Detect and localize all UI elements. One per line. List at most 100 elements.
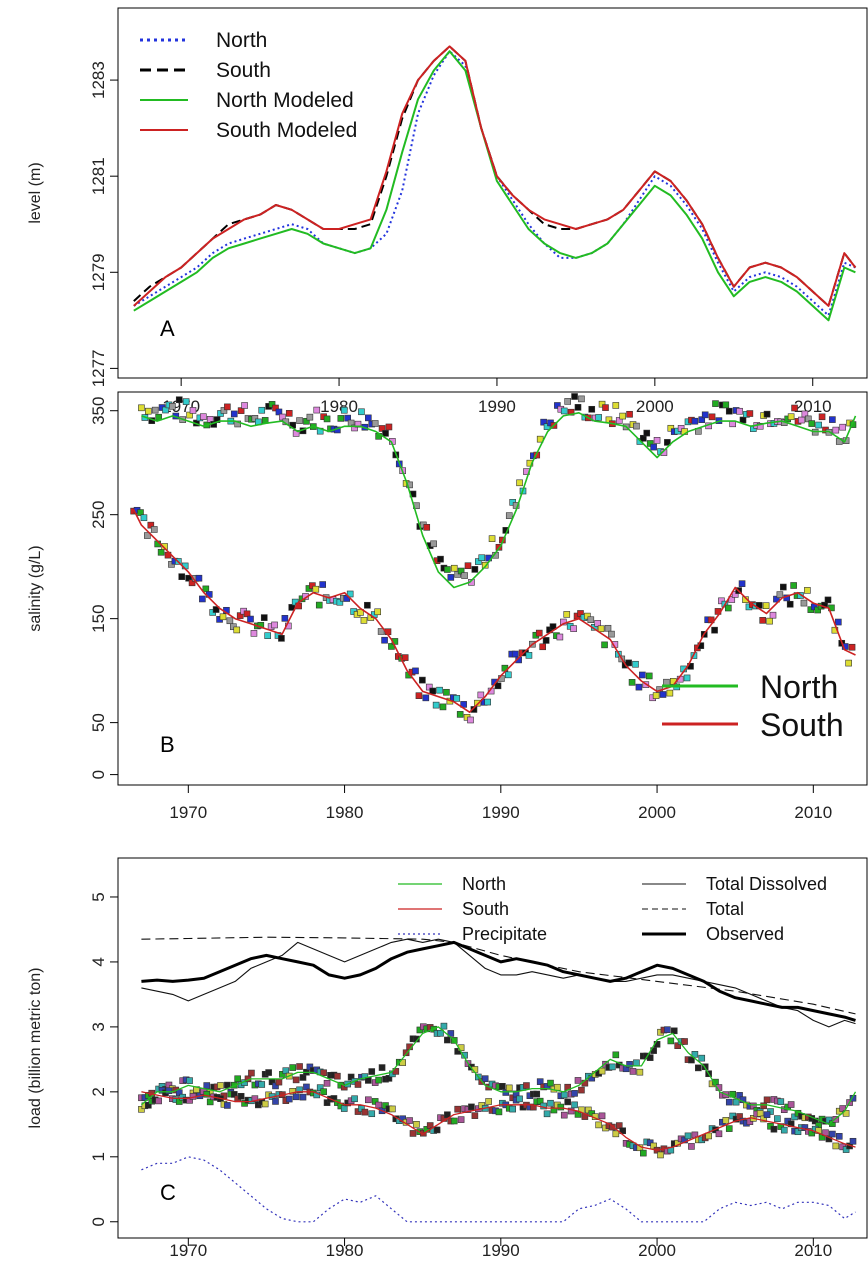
- observed-marker: [429, 687, 436, 695]
- observed-marker: [385, 1075, 393, 1082]
- observed-marker: [247, 615, 254, 623]
- observed-marker: [791, 404, 798, 412]
- observed-marker: [471, 566, 479, 573]
- observed-marker: [233, 626, 241, 634]
- observed-marker: [203, 1082, 211, 1089]
- y-axis-label: level (m): [27, 162, 44, 223]
- observed-marker: [320, 1069, 327, 1077]
- observed-marker: [832, 426, 840, 434]
- y-tick-label: 350: [89, 397, 108, 425]
- observed-marker: [691, 1051, 699, 1058]
- observed-marker: [536, 1078, 544, 1085]
- observed-marker: [842, 1146, 850, 1153]
- observed-marker: [199, 595, 206, 603]
- observed-marker: [155, 1097, 162, 1105]
- y-tick-label: 1283: [89, 61, 108, 99]
- observed-marker: [323, 1099, 331, 1106]
- legend-label: Observed: [706, 924, 784, 944]
- observed-marker: [354, 420, 362, 428]
- observed-marker: [241, 402, 248, 409]
- x-tick-label: 1990: [478, 397, 516, 416]
- observed-marker: [195, 574, 203, 582]
- observed-marker: [481, 1075, 489, 1082]
- observed-marker: [808, 420, 816, 427]
- observed-marker: [426, 1122, 434, 1129]
- observed-marker: [265, 1069, 272, 1076]
- observed-marker: [257, 621, 265, 629]
- observed-marker: [351, 424, 358, 432]
- observed-marker: [587, 616, 595, 624]
- observed-marker: [791, 1113, 798, 1121]
- observed-marker: [425, 683, 433, 691]
- observed-marker: [138, 404, 145, 412]
- observed-marker: [794, 1128, 802, 1136]
- legend-label: South: [462, 899, 509, 919]
- series-line-north: [141, 411, 857, 589]
- observed-marker: [260, 614, 268, 621]
- observed-marker: [444, 1036, 451, 1044]
- observed-marker: [413, 1121, 420, 1128]
- observed-marker: [220, 407, 228, 414]
- observed-marker: [315, 601, 323, 609]
- observed-marker: [161, 543, 168, 550]
- observed-marker: [650, 443, 657, 451]
- observed-marker: [323, 415, 331, 423]
- observed-marker: [666, 689, 674, 697]
- observed-marker: [140, 514, 148, 522]
- observed-marker: [299, 1074, 307, 1081]
- observed-marker: [423, 524, 431, 531]
- observed-marker: [829, 416, 836, 423]
- observed-marker: [145, 407, 152, 415]
- panel-b-salinity: 1970 1980 1990 2000 2010 0 50 150 250 350 salinity…: [27, 391, 868, 822]
- observed-marker: [358, 408, 365, 416]
- observed-marker: [595, 1121, 602, 1129]
- observed-marker: [337, 415, 345, 422]
- observed-marker: [454, 1105, 461, 1113]
- observed-marker: [433, 1126, 441, 1134]
- observed-marker: [718, 597, 725, 605]
- observed-marker: [485, 1098, 492, 1105]
- observed-marker: [377, 628, 385, 635]
- series-line-precipitate: [141, 1156, 856, 1223]
- observed-marker: [636, 1068, 644, 1076]
- observed-marker: [251, 415, 259, 422]
- observed-marker: [226, 617, 234, 625]
- observed-marker: [615, 1122, 623, 1129]
- observed-marker: [381, 636, 388, 644]
- observed-marker: [296, 1063, 303, 1070]
- observed-marker: [670, 1027, 678, 1035]
- observed-marker: [708, 413, 716, 421]
- legend-label: North: [216, 29, 267, 52]
- observed-marker: [543, 423, 551, 430]
- observed-marker: [360, 617, 368, 624]
- series-line-south: [141, 1091, 856, 1151]
- observed-marker: [760, 1102, 767, 1110]
- panel-tag: C: [160, 1180, 176, 1205]
- observed-marker: [299, 1093, 307, 1101]
- observed-marker: [189, 407, 197, 414]
- observed-marker: [509, 1105, 516, 1113]
- observed-marker: [186, 1077, 193, 1084]
- observed-marker: [375, 1076, 382, 1084]
- observed-marker: [306, 413, 314, 421]
- observed-marker: [800, 599, 808, 607]
- observed-marker: [722, 1117, 730, 1124]
- observed-marker: [409, 1130, 417, 1137]
- observed-marker: [653, 437, 661, 444]
- observed-marker: [361, 1073, 369, 1080]
- observed-marker: [762, 602, 770, 609]
- observed-marker: [780, 583, 787, 591]
- observed-marker: [711, 626, 718, 634]
- observed-marker: [756, 1110, 764, 1117]
- y-axis-label: load (billion metric ton): [27, 968, 44, 1129]
- x-tick-label: 1970: [169, 803, 207, 822]
- observed-marker: [801, 410, 809, 418]
- observed-marker: [652, 692, 660, 699]
- observed-marker: [556, 633, 564, 641]
- observed-marker: [750, 1102, 757, 1110]
- observed-marker: [608, 630, 615, 638]
- observed-marker: [144, 532, 151, 539]
- observed-marker: [230, 410, 238, 418]
- y-tick-label: 1279: [89, 253, 108, 291]
- legend-label: South: [760, 707, 844, 743]
